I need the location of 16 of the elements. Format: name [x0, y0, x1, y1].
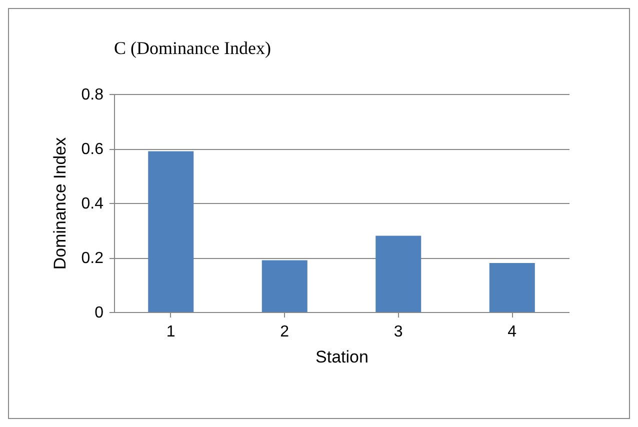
bar: [262, 260, 308, 312]
bar: [148, 151, 194, 312]
y-tick-label: 0.4: [81, 196, 104, 212]
x-tick-label: 2: [280, 324, 290, 340]
y-axis-title: Dominance Index: [50, 136, 70, 270]
x-axis-title: Station: [316, 348, 368, 366]
x-tick-label: 1: [166, 324, 176, 340]
y-tick-label: 0.6: [81, 141, 104, 158]
y-tick-label: 0.8: [81, 86, 104, 104]
chart-title: C (Dominance Index): [114, 38, 271, 58]
x-tick-label: 3: [394, 324, 403, 340]
y-tick-label: 0.2: [81, 250, 104, 267]
bar: [376, 236, 422, 312]
y-tick-label: 0: [94, 304, 104, 322]
x-tick-label: 4: [508, 324, 517, 340]
bar: [489, 262, 535, 312]
